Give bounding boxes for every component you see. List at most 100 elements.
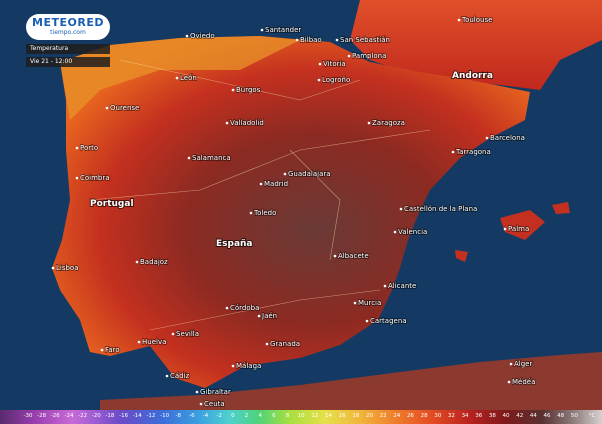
legend-tick: -6 <box>189 413 195 419</box>
legend-tick: -10 <box>160 413 170 419</box>
city-dot <box>317 78 321 82</box>
legend-tick: 4 <box>258 413 262 419</box>
city-label: Coimbra <box>80 174 110 182</box>
city-label: Madrid <box>264 180 288 188</box>
legend-tick: -18 <box>105 413 115 419</box>
city-label: Badajoz <box>140 258 168 266</box>
city-label: Castellón de la Plana <box>404 205 477 213</box>
city-label: Faro <box>105 346 120 354</box>
legend-tick: -4 <box>202 413 209 419</box>
city-label: Oviedo <box>190 32 215 40</box>
city-label: Salamanca <box>192 154 231 162</box>
legend-tick: -14 <box>132 413 142 419</box>
city-dot <box>383 284 387 288</box>
legend-tick: 46 <box>543 413 551 419</box>
city-dot <box>367 121 371 125</box>
city-dot <box>318 62 322 66</box>
city-label: Pamplona <box>352 52 386 60</box>
city-label: Palma <box>508 225 529 233</box>
legend-tick: 50 <box>570 413 578 419</box>
city-dot <box>365 319 369 323</box>
legend-tick: 18 <box>352 413 360 419</box>
legend-tick: 14 <box>324 413 332 419</box>
city-dot <box>260 28 264 32</box>
city-label: Santander <box>265 26 301 34</box>
city-dot <box>185 34 189 38</box>
city-label: Cartagena <box>370 317 407 325</box>
city-label: León <box>180 74 197 82</box>
logo[interactable]: METEORED tiempo.com <box>26 14 110 40</box>
city-dot <box>265 342 269 346</box>
city-label: Lisboa <box>56 264 79 272</box>
legend-tick: 8 <box>285 413 290 419</box>
city-label: Valencia <box>398 228 427 236</box>
france <box>350 0 602 90</box>
city-dot <box>231 88 235 92</box>
city-label: Málaga <box>236 362 261 370</box>
legend-tick: -16 <box>119 413 129 419</box>
legend-tick: -8 <box>175 413 181 419</box>
city-dot <box>399 207 403 211</box>
legend-tick: 24 <box>393 413 401 419</box>
city-dot <box>485 136 489 140</box>
city-dot <box>257 314 261 318</box>
legend-tick: -30 <box>23 413 33 419</box>
city-label: Murcia <box>358 299 381 307</box>
city-dot <box>165 374 169 378</box>
city-dot <box>187 156 191 160</box>
city-label: Zaragoza <box>372 119 405 127</box>
layer-label[interactable]: Temperatura <box>26 44 110 54</box>
legend-tick: 10 <box>297 413 305 419</box>
city-dot <box>353 301 357 305</box>
legend-tick: 28 <box>420 413 428 419</box>
legend-tick: 26 <box>406 413 414 419</box>
city-label: Tarragona <box>455 148 491 156</box>
city-dot <box>225 121 229 125</box>
legend-tick: -22 <box>78 413 88 419</box>
legend-tick: 16 <box>338 413 346 419</box>
legend-tick: -24 <box>64 413 74 419</box>
legend-tick: 2 <box>244 413 249 419</box>
legend-tick: 20 <box>365 413 373 419</box>
city-dot <box>333 254 337 258</box>
city-dot <box>249 211 253 215</box>
city-dot <box>509 362 513 366</box>
city-dot <box>347 54 351 58</box>
city-label: Granada <box>270 340 300 348</box>
time-label[interactable]: Vie 21 - 12:00 <box>26 57 110 67</box>
legend-tick: 40 <box>502 413 510 419</box>
city-label: San Sebastián <box>340 36 390 44</box>
brand: METEORED <box>32 16 104 29</box>
city-label: Huelva <box>142 338 166 346</box>
legend-tick: 38 <box>488 413 496 419</box>
city-label: Ceuta <box>204 400 225 408</box>
city-dot <box>393 230 397 234</box>
city-dot <box>137 340 141 344</box>
city-dot <box>507 380 511 384</box>
city-label: Albacete <box>338 252 369 260</box>
legend-tick: 6 <box>272 413 276 419</box>
legend-tick: 48 <box>557 413 565 419</box>
city-label: Cádiz <box>170 372 190 380</box>
city-dot <box>503 227 507 231</box>
city-label: Burgos <box>236 86 261 94</box>
city-dot <box>283 172 287 176</box>
city-label: Sevilla <box>176 330 199 338</box>
country-label: España <box>216 239 253 249</box>
legend-tick: 0 <box>231 413 235 419</box>
city-dot <box>259 182 263 186</box>
city-dot <box>195 390 199 394</box>
legend-tick: -12 <box>146 413 156 419</box>
city-dot <box>335 38 339 42</box>
north-coast-warm <box>60 36 300 120</box>
city-label: Ourense <box>110 104 139 112</box>
city-dot <box>135 260 139 264</box>
city-dot <box>231 364 235 368</box>
city-label: Jaén <box>261 312 277 320</box>
legend-tick: -20 <box>91 413 101 419</box>
legend-tick: -26 <box>50 413 60 419</box>
city-label: Bilbao <box>300 36 322 44</box>
city-label: Médéa <box>512 378 535 386</box>
